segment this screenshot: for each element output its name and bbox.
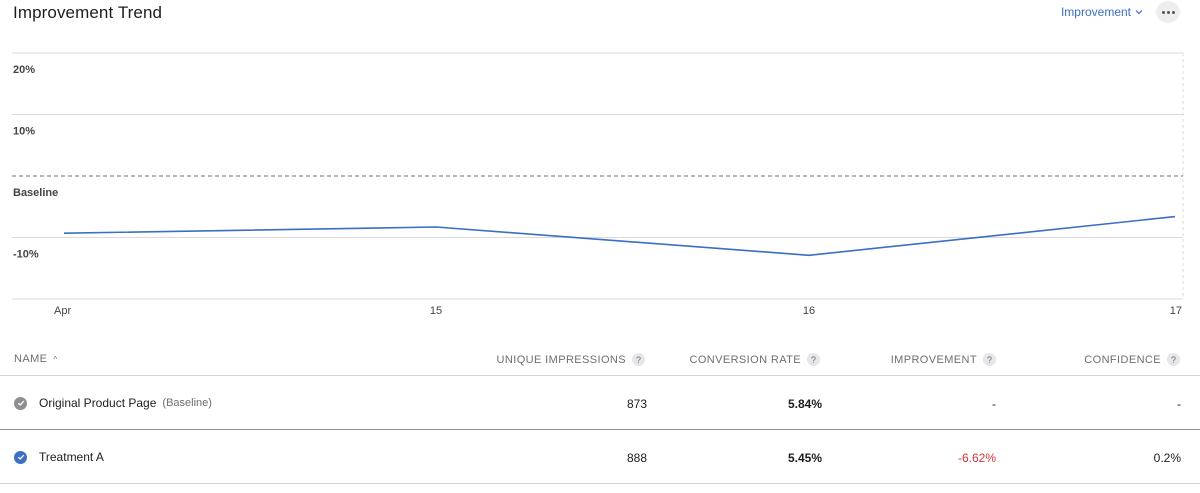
col-header-conversion[interactable]: CONVERSION RATE ? [689,353,820,366]
chart-svg: 20% 10% Baseline -10% Apr 15 16 17 [12,52,1184,317]
metric-dropdown-label: Improvement [1060,5,1131,19]
improvement-value: -6.62% [957,451,996,465]
x-tick-label: Apr [54,305,71,317]
confidence-value: 0.2% [1153,451,1181,465]
chart-header: Improvement Trend Improvement [0,0,1200,40]
conversion-value: 5.45% [787,451,822,465]
impressions-value: 873 [626,397,647,411]
check-circle-blue-icon [14,450,27,464]
table-row[interactable]: Treatment A 888 5.45% -6.62% 0.2% [0,430,1200,484]
check-circle-grey-icon [14,396,27,410]
improvement-value: - [992,397,996,411]
variant-name: Original Product Page [39,396,157,410]
baseline-tag: (Baseline) [162,397,212,409]
y-tick-label: Baseline [13,187,58,199]
col-header-name[interactable]: NAME ^ [14,353,58,365]
table-row[interactable]: Original Product Page (Baseline) 873 5.8… [0,376,1200,430]
variant-name: Treatment A [39,450,104,464]
table-header: NAME ^ UNIQUE IMPRESSIONS ? CONVERSION R… [0,340,1200,376]
variants-table: NAME ^ UNIQUE IMPRESSIONS ? CONVERSION R… [0,340,1200,484]
help-icon[interactable]: ? [632,353,645,366]
x-tick-label: 17 [1170,305,1182,317]
variant-name-cell: Treatment A [14,450,104,464]
help-icon[interactable]: ? [807,353,820,366]
col-header-impressions[interactable]: UNIQUE IMPRESSIONS ? [497,353,645,366]
chevron-down-icon [1135,10,1143,15]
x-tick-label: 15 [430,305,442,317]
help-icon[interactable]: ? [1167,353,1180,366]
series-line [63,215,1176,257]
col-header-confidence[interactable]: CONFIDENCE ? [1084,353,1180,366]
improvement-chart: 20% 10% Baseline -10% Apr 15 16 17 [0,40,1200,325]
ellipsis-icon [1161,10,1165,14]
variant-name-cell: Original Product Page (Baseline) [14,396,212,410]
conversion-value: 5.84% [787,397,822,411]
sort-ascending-icon: ^ [53,354,58,364]
confidence-value: - [1177,397,1181,411]
col-header-improvement[interactable]: IMPROVEMENT ? [891,353,996,366]
x-tick-label: 16 [803,305,815,317]
y-tick-label: -10% [13,249,39,261]
y-tick-label: 10% [13,126,35,138]
chart-title: Improvement Trend [13,3,163,22]
metric-dropdown[interactable]: Improvement [1061,5,1143,19]
impressions-value: 888 [626,451,647,465]
help-icon[interactable]: ? [983,353,996,366]
more-options-button[interactable] [1156,1,1180,23]
y-tick-label: 20% [13,64,35,76]
